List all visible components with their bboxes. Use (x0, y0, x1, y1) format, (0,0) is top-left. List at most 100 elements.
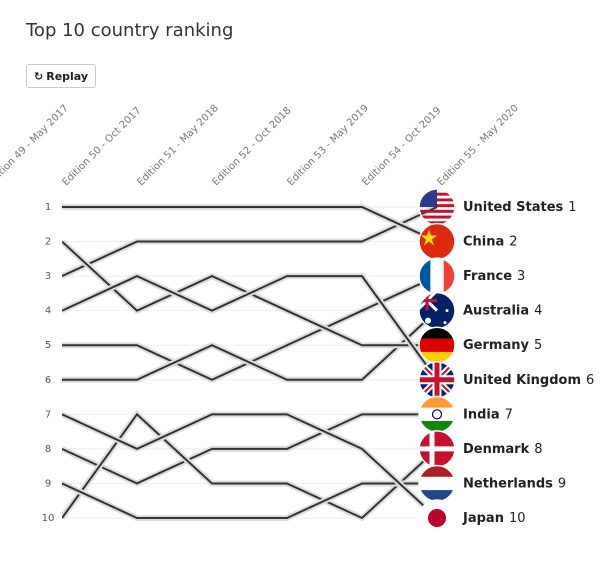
flag-inner (419, 361, 455, 398)
rank-line (62, 412, 438, 520)
flag-part (419, 361, 455, 398)
flag-inner (419, 258, 455, 295)
column-label: Edition 54 - Oct 2019 (360, 105, 443, 188)
rank-line (62, 206, 438, 243)
country-label: China 2 (463, 234, 518, 249)
country-rank: 4 (534, 303, 542, 318)
flag-part (419, 209, 455, 213)
flag-inner (419, 223, 455, 260)
column-label: Edition 53 - May 2019 (285, 103, 370, 188)
rank-line (62, 275, 438, 381)
country-label: Germany 5 (463, 338, 542, 353)
flag (418, 188, 456, 226)
replay-label: Replay (46, 69, 89, 83)
country-label: France 3 (463, 269, 525, 284)
country-label: Denmark 8 (463, 441, 543, 456)
flag-part (419, 490, 455, 502)
country-rank: 8 (534, 441, 542, 456)
flag-part (428, 509, 446, 527)
flag-part (419, 327, 455, 339)
rank-line (62, 413, 438, 519)
y-tick-label: 8 (45, 444, 51, 455)
country-rank: 6 (586, 372, 594, 387)
flag-part (419, 430, 455, 467)
flag-part (419, 421, 455, 433)
rank-line (62, 309, 438, 381)
flag (418, 291, 456, 330)
y-tick-label: 4 (45, 306, 51, 317)
y-tick-label: 2 (45, 237, 51, 248)
country-label: Japan 10 (462, 511, 526, 526)
country-rank: 7 (505, 407, 513, 422)
flag-part (419, 407, 455, 422)
y-tick-label: 5 (45, 340, 51, 351)
flag-inner (419, 292, 455, 329)
flag-part (443, 258, 455, 295)
flag-inner (419, 327, 455, 364)
replay-icon: ↻ (34, 69, 44, 83)
line-halo (62, 204, 439, 245)
flag-part (419, 258, 431, 295)
y-tick-label: 10 (42, 513, 55, 524)
country-rank: 10 (509, 511, 526, 526)
country-label: Australia 4 (463, 303, 542, 318)
flag (418, 361, 456, 399)
country-name: United Kingdom (463, 372, 581, 387)
y-tick-label: 9 (45, 478, 51, 489)
flag-part (430, 258, 444, 295)
column-label: Edition 50 - Oct 2017 (60, 105, 143, 188)
rank-line (62, 482, 437, 519)
country-name: Japan (462, 511, 504, 526)
country-name: Australia (463, 303, 529, 318)
country-name: India (463, 407, 500, 422)
flag-part (419, 338, 455, 353)
rank-line (62, 413, 437, 485)
country-name: Netherlands (463, 476, 553, 491)
country-label: India 7 (463, 407, 513, 422)
country-rank: 2 (509, 234, 517, 249)
y-tick-label: 7 (45, 409, 51, 420)
flag-part (445, 309, 449, 313)
country-rank: 1 (568, 200, 576, 215)
country-name: Denmark (463, 441, 530, 456)
flag-part (419, 223, 455, 260)
flag-inner (419, 465, 455, 502)
flag-part (421, 229, 437, 246)
flag (418, 222, 456, 261)
y-tick-label: 6 (45, 375, 51, 386)
replay-button[interactable]: ↻ Replay (26, 64, 97, 88)
column-label: Edition 49 - May 2017 (0, 103, 71, 188)
country-label: Netherlands 9 (463, 476, 566, 491)
flag (418, 464, 456, 503)
flag (418, 499, 456, 537)
flag-part (443, 321, 447, 325)
flag-part (419, 221, 455, 225)
flag (418, 257, 456, 295)
flag-part (431, 409, 443, 420)
country-name: China (463, 234, 504, 249)
country-label: United Kingdom 6 (463, 372, 594, 387)
flag-part (419, 476, 455, 491)
country-name: United States (463, 200, 564, 215)
country-rank: 9 (558, 476, 566, 491)
flag-part (419, 351, 455, 364)
flag (418, 395, 456, 434)
flag-inner (419, 396, 455, 433)
country-name: Germany (463, 338, 529, 353)
flag-part (419, 465, 455, 477)
country-label: United States 1 (463, 200, 577, 215)
country-rank: 5 (534, 338, 542, 353)
y-tick-label: 1 (45, 202, 51, 213)
flag-part (419, 396, 455, 408)
flag-part (425, 317, 431, 324)
column-label: Edition 52 - Oct 2018 (210, 105, 293, 188)
flag-inner (419, 430, 455, 467)
flag-part (419, 215, 455, 219)
flag-border (418, 499, 456, 537)
country-rank: 3 (517, 269, 525, 284)
column-label: Edition 51 - May 2018 (135, 103, 220, 188)
column-label: Edition 55 - May 2020 (435, 103, 520, 188)
flag-inner (419, 500, 455, 536)
